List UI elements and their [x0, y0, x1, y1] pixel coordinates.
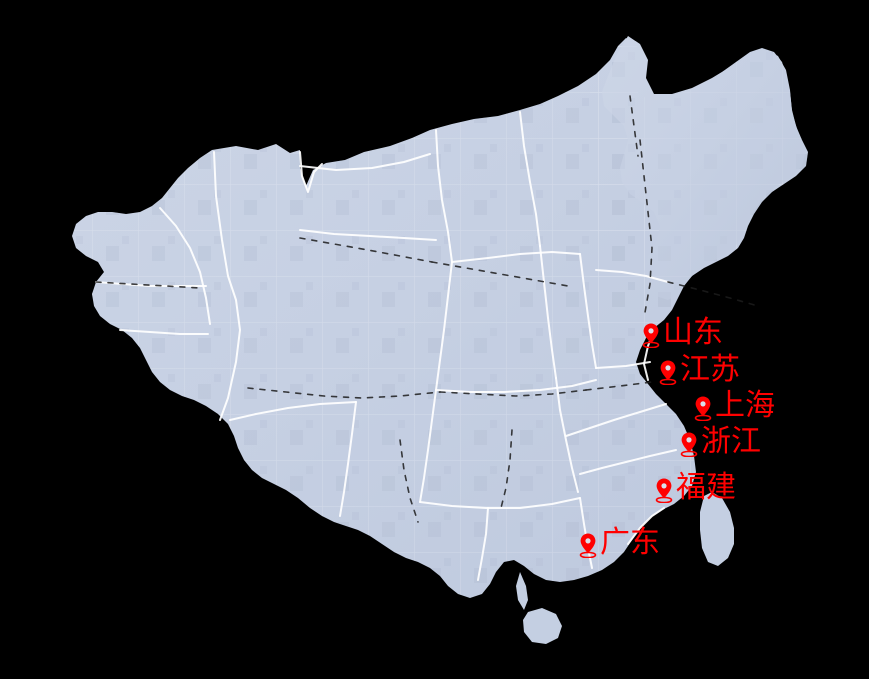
marker-fujian[interactable]: 福建 [654, 473, 736, 506]
marker-zhejiang[interactable]: 浙江 [679, 427, 761, 460]
hainan-fill [523, 608, 562, 644]
map-pin-icon [655, 478, 673, 503]
marker-label: 浙江 [701, 424, 761, 459]
marker-jiangsu[interactable]: 江苏 [658, 355, 740, 388]
map-pin-icon [579, 533, 597, 558]
marker-label: 山东 [663, 315, 723, 350]
taiwan-fill [700, 492, 734, 566]
marker-label: 江苏 [680, 352, 740, 387]
northeast-region [590, 36, 808, 310]
marker-shanghai[interactable]: 上海 [693, 391, 775, 424]
province-borders [95, 111, 677, 581]
map-pin-icon [694, 396, 712, 421]
taiwan-island [700, 492, 734, 566]
leizhou-peninsula [516, 572, 528, 610]
map-pin-icon [680, 432, 698, 457]
marker-guangdong[interactable]: 广东 [578, 528, 660, 561]
marker-shandong[interactable]: 山东 [641, 318, 723, 351]
marker-label: 福建 [676, 470, 736, 505]
map-pin-icon [659, 360, 677, 385]
hainan-island [523, 608, 562, 644]
marker-label: 广东 [600, 525, 660, 560]
province-borders-dashed [95, 95, 759, 523]
map-pin-icon [642, 323, 660, 348]
marker-label: 上海 [715, 388, 775, 423]
